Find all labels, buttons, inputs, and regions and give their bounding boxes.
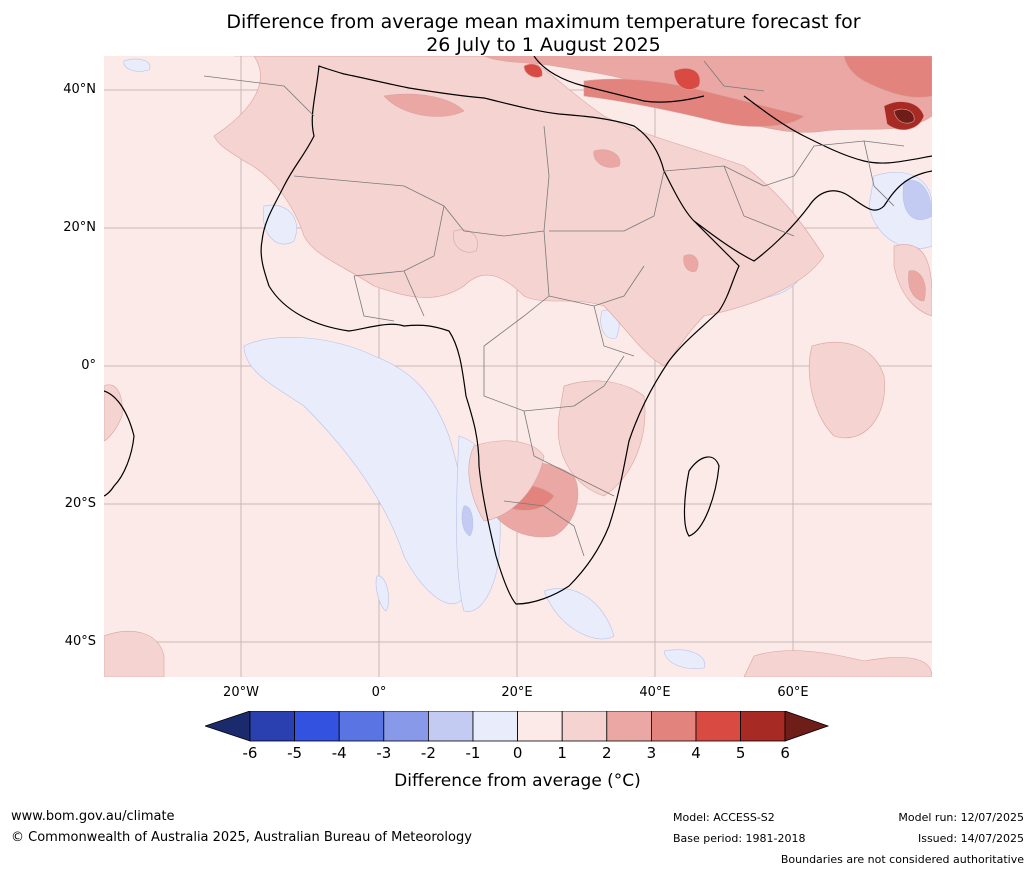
colorbar-bin [695,711,741,742]
colorbar-bin [517,711,563,742]
colorbar-tick-label: 0 [512,744,523,762]
colorbar-bins [249,711,786,742]
colorbar-tick-label: 5 [735,744,746,762]
lon-label-20e: 20°E [501,685,533,700]
colorbar-bin [606,711,652,742]
colorbar-tick-label: -6 [242,744,258,762]
colorbar-bin [294,711,340,742]
colorbar-bin [472,711,518,742]
colorbar-bin [249,711,295,742]
colorbar-tick-label: -1 [465,744,481,762]
lon-label-60e: 60°E [777,685,809,700]
colorbar-label: Difference from average (°C) [394,771,641,791]
copyright-text: © Commonwealth of Australia 2025, Austra… [11,830,472,845]
colorbar-bin [383,711,429,742]
lat-label-40n: 40°N [63,82,96,97]
boundaries-disclaimer: Boundaries are not considered authoritat… [780,853,1024,866]
country-borders [203,60,905,557]
model-run-date: Model run: 12/07/2025 [898,811,1024,824]
issued-date: Issued: 14/07/2025 [917,832,1024,845]
lon-label-40e: 40°E [639,685,671,700]
website-link[interactable]: www.bom.gov.au/climate [11,809,175,824]
colorbar-tick-label: 3 [646,744,657,762]
map-title-line2: 26 July to 1 August 2025 [426,34,661,56]
colorbar-bin [650,711,697,742]
lat-label-20s: 20°S [64,496,96,511]
colorbar-bin [740,711,786,742]
colorbar-low-extend [205,711,251,742]
colorbar-bin [561,711,608,742]
model-name: Model: ACCESS-S2 [673,811,775,824]
colorbar-tick-label: 1 [557,744,567,762]
colorbar-tick-label: -2 [420,744,436,762]
colorbar-tick-label: 2 [602,744,612,762]
anomaly-map [104,56,932,677]
colorbar-high-extend [784,711,830,742]
lon-label-0: 0° [371,685,387,700]
map-canvas [104,56,932,677]
lat-label-0: 0° [81,358,96,373]
lat-label-20n: 20°N [63,220,96,235]
base-period: Base period: 1981-2018 [673,832,806,845]
colorbar-bin [427,711,474,742]
colorbar [205,711,830,742]
colorbar-bin [338,711,385,742]
colorbar-tick-label: 6 [780,744,790,762]
colorbar-tick-label: -5 [287,744,303,762]
colorbar-tick-label: -3 [376,744,392,762]
colorbar-tick-label: 4 [691,744,701,762]
lon-label-20w: 20°W [223,685,259,700]
lat-label-40s: 40°S [64,634,96,649]
map-title-line1: Difference from average mean maximum tem… [226,11,861,33]
colorbar-tick-label: -4 [331,744,347,762]
